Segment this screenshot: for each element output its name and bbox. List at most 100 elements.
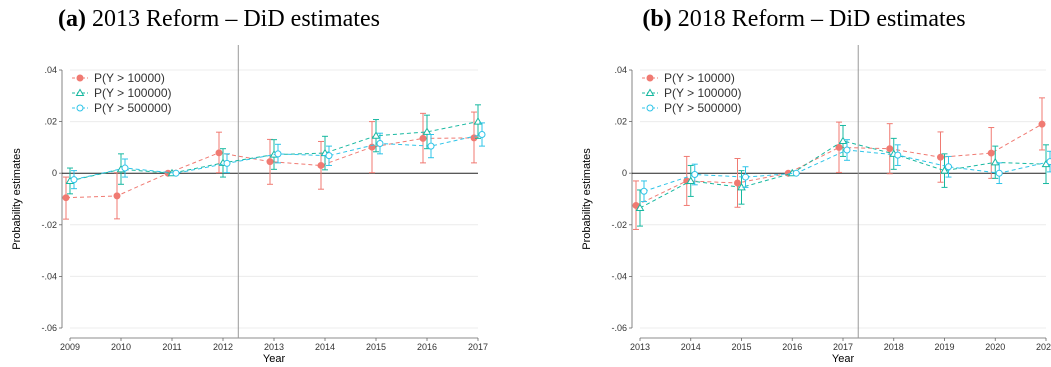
y-tick-label: .04 xyxy=(44,65,57,75)
data-point xyxy=(422,127,432,135)
y-axis-label: Probability estimates xyxy=(11,148,23,250)
data-point xyxy=(1046,158,1051,166)
legend: P(Y > 10000)P(Y > 100000)P(Y > 500000) xyxy=(642,71,742,115)
y-tick-label: .04 xyxy=(614,65,627,75)
y-tick-label: -.06 xyxy=(611,323,627,333)
data-point xyxy=(1038,120,1046,128)
data-point xyxy=(635,203,645,212)
data-point xyxy=(317,161,325,169)
series-1 xyxy=(632,97,1046,230)
series-2 xyxy=(65,104,483,195)
panel-title: (a) 2013 Reform – DiD estimates xyxy=(58,6,380,32)
data-point xyxy=(792,169,800,177)
legend-label: P(Y > 100000) xyxy=(94,86,172,100)
data-point xyxy=(835,143,843,151)
legend-label: P(Y > 10000) xyxy=(664,71,735,85)
legend-marker xyxy=(645,88,655,96)
legend-marker xyxy=(75,88,85,96)
data-point xyxy=(478,131,486,138)
data-point xyxy=(686,176,696,184)
data-point xyxy=(691,170,699,178)
y-tick-label: .02 xyxy=(614,117,627,127)
x-tick-label: 2017 xyxy=(468,342,488,352)
legend-label: P(Y > 10000) xyxy=(94,71,165,85)
x-tick-label: 2013 xyxy=(264,342,284,352)
data-point xyxy=(419,134,427,142)
legend-label: P(Y > 100000) xyxy=(664,86,742,100)
data-point xyxy=(62,194,70,202)
chart-panel-2: (b) 2018 Reform – DiD estimates -.06 -.04 -… xyxy=(581,6,1051,365)
legend-marker xyxy=(76,104,84,112)
series-3 xyxy=(640,139,1051,203)
data-point xyxy=(940,166,949,174)
legend-label: P(Y > 500000) xyxy=(664,101,742,115)
x-tick-label: 2014 xyxy=(315,342,335,352)
y-tick-label: 0 xyxy=(52,168,57,178)
panel-title-text: 2013 Reform – DiD estimates xyxy=(86,6,380,32)
x-tick-label: 2019 xyxy=(934,342,954,352)
x-tick-label: 2009 xyxy=(60,342,80,352)
data-point xyxy=(945,163,952,171)
data-point xyxy=(215,149,223,157)
x-tick-label: 2020 xyxy=(985,342,1005,352)
series-line xyxy=(73,134,483,181)
x-tick-label: 2016 xyxy=(417,342,437,352)
legend-marker xyxy=(646,104,654,112)
x-tick-label: 2016 xyxy=(782,342,802,352)
x-tick-label: 2010 xyxy=(111,342,131,352)
x-tick-label: 2015 xyxy=(366,342,386,352)
data-point xyxy=(427,142,435,150)
data-point xyxy=(266,158,274,166)
data-point xyxy=(121,164,129,172)
data-point xyxy=(742,173,749,181)
y-axis-label: Probability estimates xyxy=(581,148,593,250)
x-tick-label: 2013 xyxy=(630,342,650,352)
y-tick-label: .02 xyxy=(44,117,57,127)
data-point xyxy=(371,131,381,139)
data-point xyxy=(223,159,231,167)
x-tick-label: 2015 xyxy=(731,342,751,352)
data-point xyxy=(274,150,282,158)
panel-label: (a) xyxy=(58,6,86,32)
data-point xyxy=(995,169,1003,177)
panel-title: (b) 2018 Reform – DiD estimates xyxy=(642,6,965,32)
data-point xyxy=(640,187,648,195)
panel-title-text: 2018 Reform – DiD estimates xyxy=(672,6,966,32)
x-tick-label: 2021 xyxy=(1036,342,1051,352)
legend-marker xyxy=(646,74,654,82)
x-tick-label: 2014 xyxy=(681,342,701,352)
x-tick-label: 2017 xyxy=(833,342,853,352)
legend-marker xyxy=(76,74,84,82)
legend-label: P(Y > 500000) xyxy=(94,101,172,115)
x-tick-label: 2018 xyxy=(884,342,904,352)
data-point xyxy=(838,136,848,144)
series-line xyxy=(635,123,1043,206)
legend: P(Y > 10000)P(Y > 100000)P(Y > 500000) xyxy=(72,71,172,115)
series-line xyxy=(69,121,479,182)
chart-panel-1: (a) 2013 Reform – DiD estimates -.06 -.04 -… xyxy=(11,6,488,365)
data-point xyxy=(886,145,894,153)
y-tick-label: 0 xyxy=(622,168,627,178)
y-tick-label: -.02 xyxy=(611,220,627,230)
x-tick-label: 2011 xyxy=(162,342,181,352)
data-point xyxy=(937,153,944,161)
data-point xyxy=(894,151,902,159)
data-point xyxy=(325,152,333,160)
data-point xyxy=(990,157,1000,166)
data-point xyxy=(734,179,741,187)
data-point xyxy=(70,176,78,184)
x-axis-label: Year xyxy=(263,353,286,365)
panel-label: (b) xyxy=(642,6,671,32)
x-tick-label: 2012 xyxy=(213,342,233,352)
x-axis-label: Year xyxy=(832,353,855,365)
y-tick-label: -.06 xyxy=(41,323,57,333)
data-point xyxy=(987,149,995,157)
y-tick-label: -.04 xyxy=(611,271,627,281)
data-point xyxy=(843,146,851,154)
data-point xyxy=(113,192,121,200)
data-point xyxy=(172,169,180,177)
series-3 xyxy=(70,122,486,190)
data-point xyxy=(376,140,384,148)
y-tick-label: -.02 xyxy=(41,220,57,230)
